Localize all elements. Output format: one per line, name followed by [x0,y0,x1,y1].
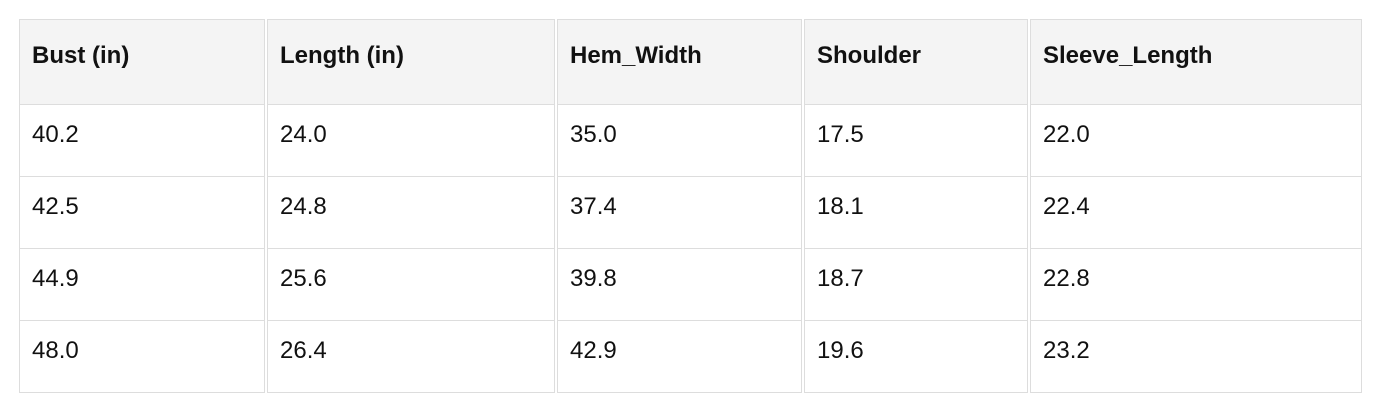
column-header-hem-width: Hem_Width [557,19,802,105]
table-cell: 40.2 [19,105,265,177]
table-cell: 24.0 [267,105,555,177]
column-header-length: Length (in) [267,19,555,105]
header-row: Bust (in) Length (in) Hem_Width Shoulder… [19,19,1362,105]
table-cell: 42.5 [19,177,265,249]
table-row: 48.0 26.4 42.9 19.6 23.2 [19,321,1362,393]
table-cell: 22.4 [1030,177,1362,249]
table-cell: 24.8 [267,177,555,249]
table-cell: 26.4 [267,321,555,393]
table-row: 40.2 24.0 35.0 17.5 22.0 [19,105,1362,177]
column-header-bust: Bust (in) [19,19,265,105]
table-row: 42.5 24.8 37.4 18.1 22.4 [19,177,1362,249]
table-cell: 23.2 [1030,321,1362,393]
table-cell: 17.5 [804,105,1028,177]
table-cell: 22.0 [1030,105,1362,177]
table-cell: 18.1 [804,177,1028,249]
measurements-table: Bust (in) Length (in) Hem_Width Shoulder… [17,19,1364,393]
table-cell: 18.7 [804,249,1028,321]
table-cell: 44.9 [19,249,265,321]
table-cell: 22.8 [1030,249,1362,321]
table-cell: 35.0 [557,105,802,177]
column-header-shoulder: Shoulder [804,19,1028,105]
column-header-sleeve-length: Sleeve_Length [1030,19,1362,105]
table-row: 44.9 25.6 39.8 18.7 22.8 [19,249,1362,321]
table-cell: 39.8 [557,249,802,321]
table-cell: 42.9 [557,321,802,393]
table-cell: 48.0 [19,321,265,393]
table-cell: 19.6 [804,321,1028,393]
table-cell: 37.4 [557,177,802,249]
table-cell: 25.6 [267,249,555,321]
